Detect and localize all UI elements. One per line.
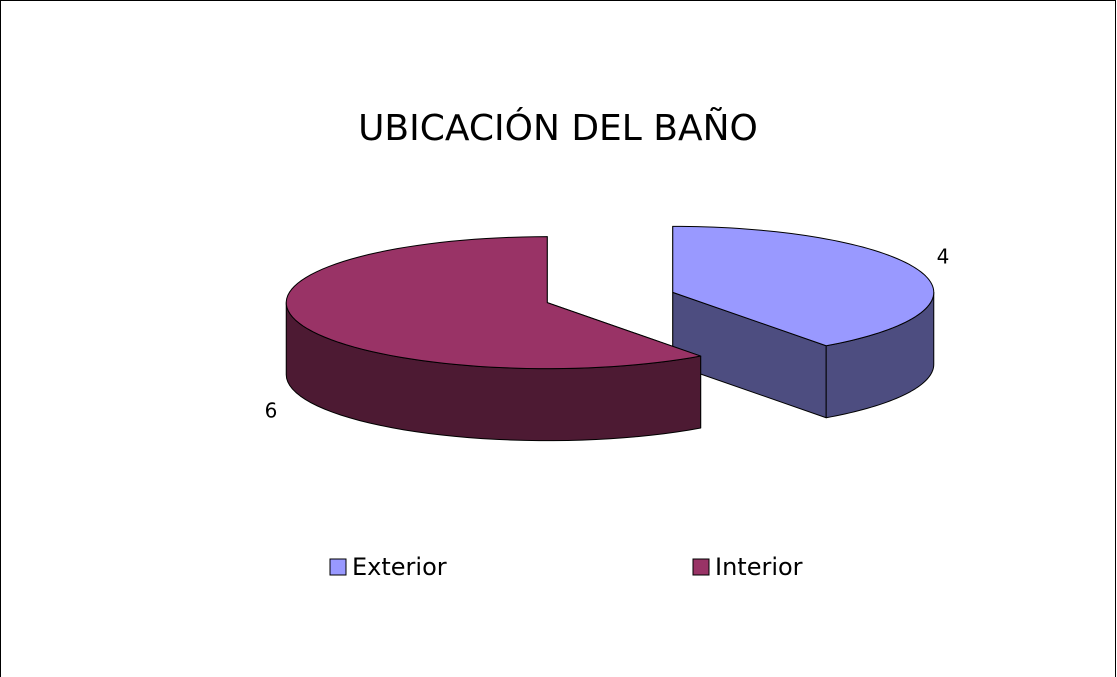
data-label: 6	[265, 399, 278, 423]
pie-slice	[672, 225, 935, 347]
chart-title: UBICACIÓN DEL BAÑO	[358, 107, 758, 149]
legend-label: Exterior	[352, 553, 447, 581]
legend-swatch	[329, 558, 347, 576]
legend-swatch	[692, 558, 710, 576]
pie-slice	[285, 236, 702, 370]
data-label: 4	[937, 244, 950, 268]
legend-label: Interior	[715, 553, 803, 581]
